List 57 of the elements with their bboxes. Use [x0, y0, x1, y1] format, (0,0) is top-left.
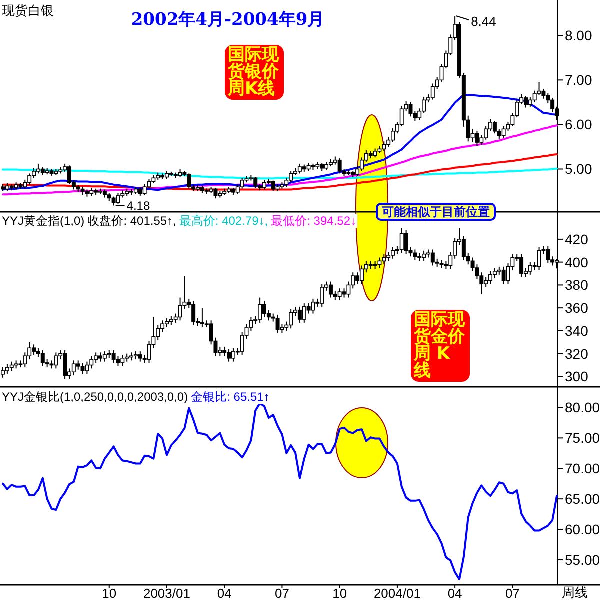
x-tick-label: 04 — [217, 586, 232, 600]
y-tick-label: 340 — [565, 322, 589, 339]
y-tick-label: 380 — [565, 277, 589, 294]
y-tick-label: 80.00 — [565, 400, 600, 416]
candlestick — [80, 362, 85, 375]
x-tick-label: 2004/01 — [374, 586, 421, 600]
y-tick-label: 7.00 — [565, 72, 592, 88]
candlestick — [54, 352, 58, 370]
y-tick-label: 300 — [565, 368, 589, 385]
y-tick-label: 75.00 — [565, 430, 600, 446]
x-tick-label: 07 — [505, 586, 520, 600]
annotation: 可能相似于目前位置 — [376, 203, 496, 221]
candlestick — [475, 130, 480, 147]
candlestick — [502, 266, 506, 285]
annotation: 收盘价: 401.55↑, — [88, 214, 176, 228]
y-tick-label: 70.00 — [565, 460, 600, 477]
text: 周线 — [562, 586, 588, 600]
chart-subtitle: 现货白银 — [2, 4, 54, 19]
candlestick — [408, 102, 413, 118]
x-tick-label: 10 — [332, 586, 348, 600]
y-tick-label: 400 — [565, 254, 589, 270]
line-series — [2, 124, 558, 196]
chart-title: YYJ黄金指(1,0) — [2, 214, 85, 228]
candlestick — [85, 361, 90, 375]
annotation: 最低价: 394.52↓ — [271, 214, 356, 228]
candlestick — [404, 230, 408, 255]
text: 2002年4月-2004年9月 — [131, 10, 325, 30]
candlestick — [311, 298, 316, 314]
annotation: 国际现货银价周K线 — [225, 45, 284, 100]
annotation: 最高价: 402.79↓, — [179, 214, 268, 228]
line-series — [2, 168, 558, 180]
x-tick-label: 07 — [274, 586, 290, 600]
x-tick-label: 2003/01 — [143, 586, 190, 600]
y-tick-label: 55.00 — [565, 552, 600, 568]
candlestick — [502, 126, 506, 139]
candlestick — [342, 288, 346, 298]
annotation: 8.44 — [471, 14, 496, 30]
annotation: 国际现货金价周 K线 — [411, 310, 470, 382]
y-tick-label: 320 — [565, 346, 589, 362]
candlestick — [276, 314, 280, 334]
candlestick — [214, 187, 218, 200]
x-tick-label: 04 — [448, 586, 462, 600]
y-tick-label: 6.00 — [565, 116, 592, 133]
candlestick — [378, 257, 382, 269]
chart-title: YYJ金银比(1,0,250,0,0,0,2003,0,0) — [2, 390, 188, 404]
candlestick — [537, 246, 542, 271]
y-tick-label: 5.00 — [565, 161, 592, 178]
line-series — [2, 402, 558, 581]
y-tick-label: 8.00 — [565, 28, 592, 44]
y-tick-label: 420 — [565, 231, 589, 248]
y-tick-label: 60.00 — [565, 522, 600, 538]
annotation: 4.18 — [126, 198, 150, 213]
candlestick — [112, 350, 116, 364]
series-label: 金银比: 65.51↑ — [191, 390, 270, 404]
x-tick-label: 10 — [102, 586, 117, 600]
y-tick-label: 65.00 — [565, 491, 600, 508]
y-tick-label: 360 — [565, 300, 589, 316]
